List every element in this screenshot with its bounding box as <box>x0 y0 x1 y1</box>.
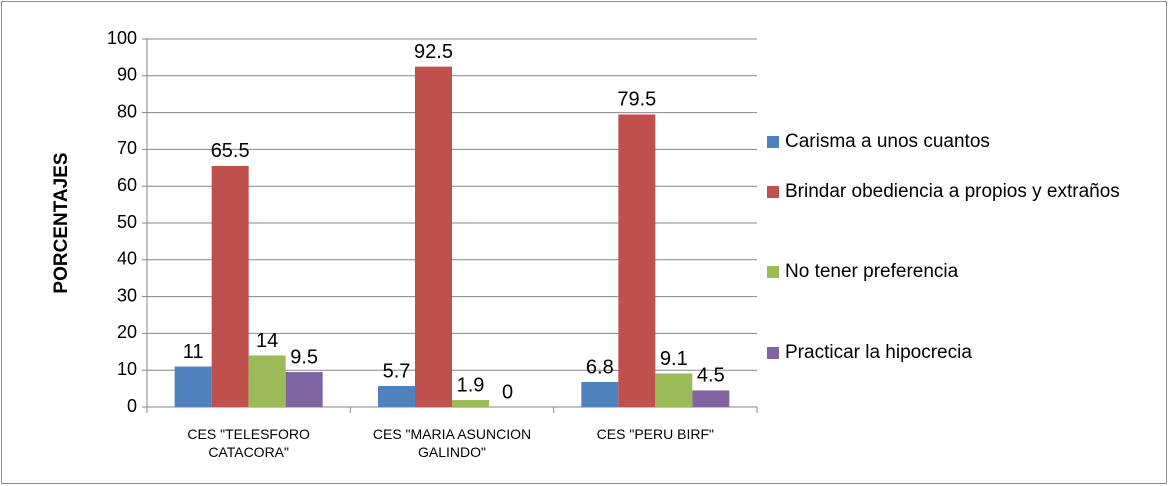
y-tick-label: 60 <box>117 175 137 195</box>
bar <box>581 381 619 407</box>
y-tick-label: 100 <box>107 28 137 48</box>
value-label: 5.7 <box>383 360 411 382</box>
x-tick-label: CES "TELESFORO CATACORA" <box>187 426 310 460</box>
legend-swatch <box>767 186 779 198</box>
bar <box>618 114 656 407</box>
value-label: 1.9 <box>457 374 485 396</box>
y-tick-label: 10 <box>117 359 137 379</box>
y-tick-label: 90 <box>117 65 137 85</box>
y-tick-label: 50 <box>117 212 137 232</box>
bar <box>174 366 212 407</box>
legend-swatch <box>767 136 779 148</box>
y-axis-label: PORCENTAJES <box>51 152 72 293</box>
value-label: 9.5 <box>290 346 318 368</box>
x-tick-label: CES "PERU BIRF" <box>596 426 714 442</box>
value-label: 6.8 <box>586 356 614 378</box>
x-tick-label: CES "MARIA ASUNCION GALINDO" <box>372 426 532 460</box>
bar <box>378 386 415 407</box>
value-label: 11 <box>183 341 204 363</box>
bar <box>285 372 323 407</box>
y-tick-label: 40 <box>117 249 137 269</box>
y-tick-label: 30 <box>117 285 137 305</box>
y-tick-label: 0 <box>127 396 137 416</box>
bar <box>452 400 489 407</box>
legend-label: No tener preferencia <box>785 261 959 282</box>
y-tick-label: 80 <box>117 101 137 121</box>
legend-label: Practicar la hipocrecia <box>785 342 972 363</box>
value-label: 92.5 <box>414 41 453 63</box>
bar <box>692 390 730 407</box>
legend-swatch <box>767 347 779 359</box>
y-tick-label: 20 <box>117 322 137 342</box>
bar <box>415 66 452 407</box>
value-label: 65.5 <box>211 140 250 162</box>
legend-swatch <box>767 266 779 278</box>
legend-label: Carisma a unos cuantos <box>785 131 990 152</box>
value-label: 4.5 <box>697 365 725 387</box>
value-label: 79.5 <box>617 89 656 111</box>
bar <box>248 355 286 407</box>
value-label: 0 <box>502 381 513 403</box>
bar <box>211 165 249 407</box>
value-label: 9.1 <box>660 348 688 370</box>
y-tick-label: 70 <box>117 138 137 158</box>
legend-label: Brindar obediencia a propios y extraños <box>785 181 1120 202</box>
bar <box>655 373 693 407</box>
value-label: 14 <box>256 330 278 352</box>
